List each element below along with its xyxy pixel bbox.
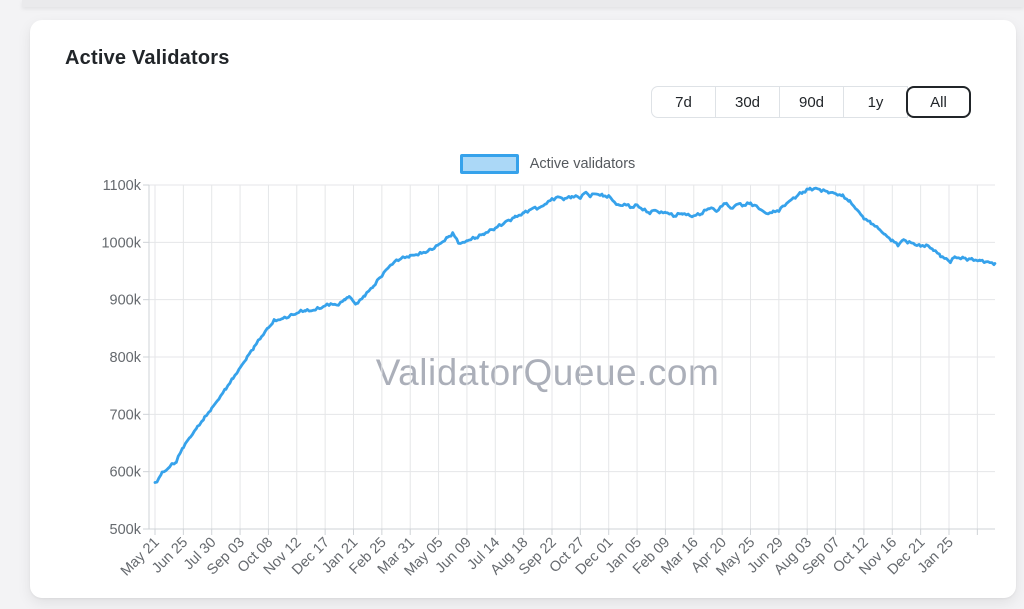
y-tick-label: 1100k xyxy=(103,178,142,194)
y-tick-label: 700k xyxy=(110,407,142,423)
y-tick-label: 600k xyxy=(110,465,142,481)
y-tick-label: 1000k xyxy=(101,235,141,251)
range-button-90d[interactable]: 90d xyxy=(779,86,844,118)
legend-label: Active validators xyxy=(529,156,636,172)
watermark: ValidatorQueue.com xyxy=(375,352,720,393)
active-validators-card: Active Validators 7d 30d 90d 1y All Acti… xyxy=(30,20,1016,598)
range-button-all[interactable]: All xyxy=(906,86,971,118)
y-tick-label: 800k xyxy=(110,350,142,366)
series-line-active-validators xyxy=(153,186,997,484)
chart-region: Active validators ValidatorQueue.com 110… xyxy=(90,148,1005,609)
legend-item-active-validators[interactable]: Active validators xyxy=(90,154,1005,174)
chart-title: Active Validators xyxy=(65,47,230,69)
range-button-1y[interactable]: 1y xyxy=(843,86,908,118)
range-button-30d[interactable]: 30d xyxy=(715,86,780,118)
legend-swatch-icon xyxy=(459,154,519,174)
y-tick-label: 900k xyxy=(110,293,142,309)
time-range-button-group: 7d 30d 90d 1y All xyxy=(651,86,971,118)
range-button-7d[interactable]: 7d xyxy=(651,86,716,118)
top-strip xyxy=(22,0,1024,7)
y-tick-label: 500k xyxy=(110,522,142,538)
